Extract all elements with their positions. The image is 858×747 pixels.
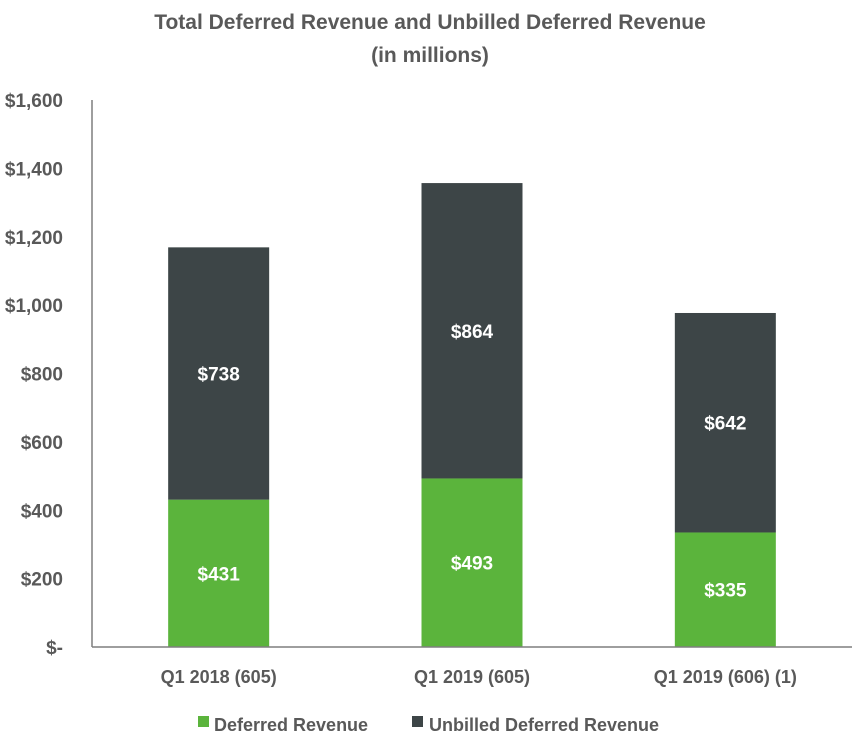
x-category-label: Q1 2019 (605) bbox=[414, 667, 530, 687]
bar-data-label: $493 bbox=[451, 554, 493, 575]
y-tick-label: $1,200 bbox=[5, 228, 63, 249]
legend-label: Unbilled Deferred Revenue bbox=[429, 715, 659, 735]
bar-unbilled-deferred-revenue bbox=[421, 183, 523, 479]
y-tick-label: $1,600 bbox=[5, 91, 63, 112]
bar-deferred-revenue bbox=[168, 499, 270, 647]
legend-swatch bbox=[198, 716, 209, 727]
bar-data-label: $864 bbox=[451, 322, 494, 343]
y-tick-label: $1,000 bbox=[5, 296, 63, 317]
y-tick-label: $800 bbox=[21, 365, 63, 386]
legend-label: Deferred Revenue bbox=[214, 715, 368, 735]
x-category-label: Q1 2018 (605) bbox=[161, 667, 277, 687]
bar-unbilled-deferred-revenue bbox=[674, 312, 776, 533]
chart-title: Total Deferred Revenue and Unbilled Defe… bbox=[154, 11, 706, 34]
y-tick-label: $- bbox=[46, 638, 63, 659]
chart-subtitle: (in millions) bbox=[371, 44, 489, 67]
bar-data-label: $335 bbox=[704, 581, 747, 602]
y-axis: $- $200 $400 $600 $800 $1,000 $1,200 $1,400 $1,6… bbox=[5, 91, 93, 659]
legend: Deferred Revenue Unbilled Deferred Revenu… bbox=[198, 715, 659, 735]
bar-deferred-revenue bbox=[674, 532, 776, 647]
y-tick-label: $1,400 bbox=[5, 159, 63, 180]
x-category-label: Q1 2019 (606) (1) bbox=[654, 667, 797, 687]
y-tick-label: $600 bbox=[21, 433, 63, 454]
bar-unbilled-deferred-revenue bbox=[168, 247, 270, 500]
bars-group: $431 $738 $493 $864 $335 $642 bbox=[168, 183, 776, 647]
bar-data-label: $431 bbox=[198, 564, 241, 585]
y-tick-label: $400 bbox=[21, 501, 63, 522]
bar-deferred-revenue bbox=[421, 478, 523, 647]
bar-data-label: $642 bbox=[704, 414, 746, 435]
bar-data-label: $738 bbox=[198, 365, 240, 386]
y-tick-label: $200 bbox=[21, 570, 63, 591]
x-axis: Q1 2018 (605) Q1 2019 (605) Q1 2019 (606) … bbox=[92, 646, 852, 687]
legend-swatch bbox=[412, 716, 423, 727]
